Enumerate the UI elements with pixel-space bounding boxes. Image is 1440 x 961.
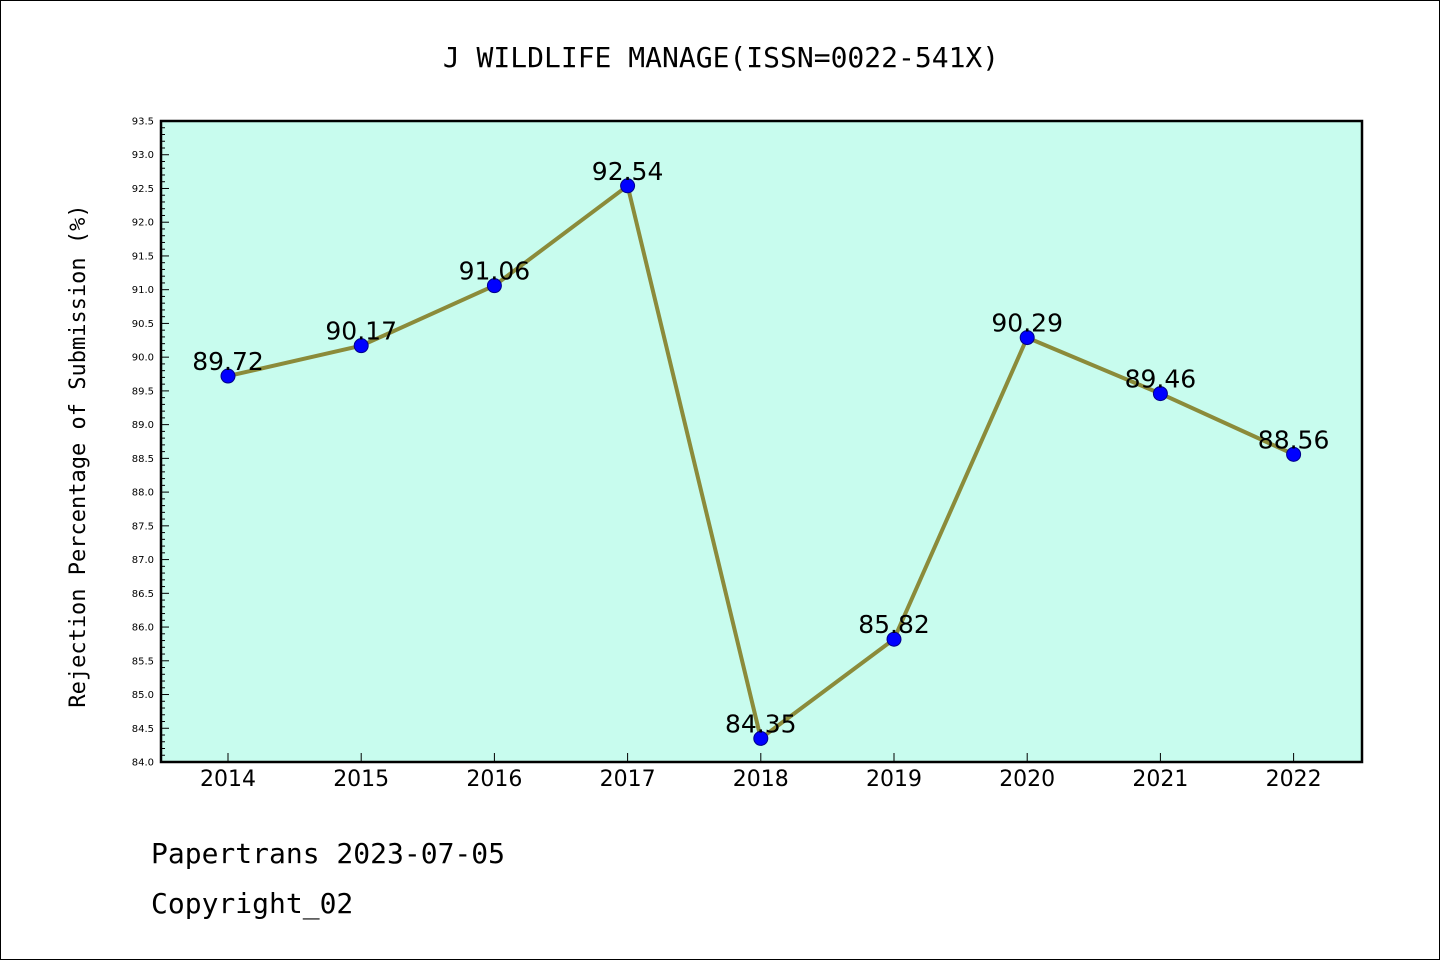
data-label: 88.56 [1258,425,1330,454]
y-tick-label: 90.5 [132,319,154,330]
x-tick-label: 2015 [333,767,389,792]
footer-copyright-line: Copyright_02 [151,887,354,920]
data-label: 90.29 [991,309,1063,338]
data-point [753,730,769,746]
data-label: 90.17 [325,317,397,346]
x-axis: 2014 2015 2016 2017 2018 2019 2020 2021 2022 [200,753,1322,792]
data-label: 84.35 [725,709,797,738]
y-tick-label: 91.5 [132,251,154,262]
x-tick-label: 2020 [999,767,1055,792]
y-tick-label: 85.0 [132,690,154,701]
x-tick-label: 2018 [733,767,789,792]
y-tick-label: 90.0 [132,353,154,364]
data-point [1152,386,1168,402]
x-tick-label: 2022 [1266,767,1322,792]
y-tick-label: 93.5 [132,117,154,128]
data-label: 89.46 [1125,365,1197,394]
data-label: 89.72 [192,347,264,376]
x-tick-label: 2019 [866,767,922,792]
y-tick-label: 87.5 [132,521,154,532]
data-point [353,338,369,354]
y-tick-label: 87.0 [132,555,154,566]
data-labels: 89.72 90.17 91.06 92.54 84.35 85.82 90.29 89.46… [192,157,1329,739]
data-label: 85.82 [858,610,930,639]
data-point [1286,446,1302,462]
y-tick-label: 84.0 [132,758,154,769]
plot-area [159,119,1364,764]
data-label: 91.06 [459,257,531,286]
series-markers [220,178,1302,746]
data-point [220,368,236,384]
y-tick-label: 88.0 [132,488,154,499]
x-tick-label: 2014 [200,767,256,792]
chart-title: J WILDLIFE MANAGE(ISSN=0022-541X) [443,41,999,74]
data-point [620,178,636,194]
y-tick-label: 86.0 [132,623,154,634]
data-point [1019,330,1035,346]
y-axis-label: Rejection Percentage of Submission (%) [66,204,91,707]
y-tick-label: 92.5 [132,184,154,195]
x-tick-label: 2017 [600,767,656,792]
y-tick-label: 92.0 [132,218,154,229]
data-point [886,631,902,647]
y-tick-label: 84.5 [132,724,154,735]
y-axis: 84.0 84.5 85.0 85.5 86.0 86.5 87.0 87.5 88.0 88.5… [132,117,169,769]
y-tick-label: 86.5 [132,589,154,600]
y-tick-label: 93.0 [132,150,154,161]
y-tick-label: 89.5 [132,386,154,397]
y-tick-label: 89.0 [132,420,154,431]
footer-date-line: Papertrans 2023-07-05 [151,837,506,870]
y-tick-label: 91.0 [132,285,154,296]
x-tick-label: 2021 [1132,767,1188,792]
x-tick-label: 2016 [466,767,522,792]
data-label: 92.54 [592,157,664,186]
y-tick-label: 85.5 [132,656,154,667]
data-point [486,278,502,294]
y-tick-label: 88.5 [132,454,154,465]
